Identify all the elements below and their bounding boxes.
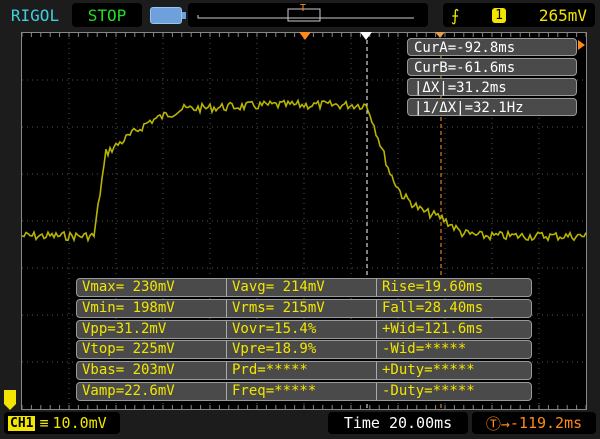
measurement: Vamp=22.6mV <box>77 382 227 400</box>
trigger-info[interactable]: ⨍ 1 265mV <box>443 3 595 27</box>
measurement: -Wid=***** <box>382 341 467 358</box>
trigger-level: 265mV <box>538 5 587 25</box>
memory-overview: T <box>188 3 428 27</box>
measurement: Vbas= 203mV <box>77 362 227 380</box>
measurement-row: Vamp=22.6mV Freq=***** -Duty=***** <box>76 381 532 401</box>
measurement: Rise=19.60ms <box>382 279 484 295</box>
delta-x-readout: |ΔX|=31.2ms <box>407 78 577 96</box>
battery-icon <box>150 7 186 24</box>
measurement-row: Vbas= 203mV Prd=***** +Duty=***** <box>76 361 532 381</box>
measurement: Vpp=31.2mV <box>77 320 227 338</box>
measurement: Fall=28.40ms <box>382 299 484 316</box>
measurement-row: Vmax= 230mV Vavg= 214mV Rise=19.60ms <box>76 278 532 297</box>
measurement: +Wid=121.6ms <box>382 320 484 337</box>
channel-1-settings[interactable]: CH1 ≡ 10.0mV <box>4 412 120 434</box>
measurement: Vrms= 215mV <box>227 299 377 317</box>
rising-edge-icon: ⨍ <box>451 5 460 25</box>
waveform-trace <box>22 98 587 243</box>
cursor-b-readout: CurB=-61.6ms <box>407 58 577 76</box>
dc-coupling-icon: ≡ <box>39 414 49 432</box>
measurement-table: Vmax= 230mV Vavg= 214mV Rise=19.60ms Vmin=… <box>76 278 532 403</box>
memory-waveform-icon: T <box>197 3 414 22</box>
vertical-scale: 10.0mV <box>52 414 107 432</box>
trigger-offset-icon: Ⓣ→ <box>485 414 510 433</box>
measurement: +Duty=***** <box>382 362 475 379</box>
run-status[interactable]: STOP <box>72 3 142 27</box>
svg-text:T: T <box>300 3 306 14</box>
channel-label: CH1 <box>8 415 36 431</box>
inv-delta-x-readout: |1/ΔX|=32.1Hz <box>407 98 577 116</box>
measurement: Vavg= 214mV <box>227 279 377 296</box>
measurement-row: Vmin= 198mV Vrms= 215mV Fall=28.40ms <box>76 298 532 318</box>
measurement: -Duty=***** <box>382 382 475 399</box>
measurement: Vmin= 198mV <box>77 299 227 317</box>
measurement: Prd=***** <box>227 362 377 380</box>
measurement: Vtop= 225mV <box>77 341 227 359</box>
trigger-offset-value: -119.2ms <box>509 414 583 432</box>
measurement: Vovr=15.4% <box>227 320 377 338</box>
measurement: Freq=***** <box>227 382 377 400</box>
measurement: Vpre=18.9% <box>227 341 377 359</box>
channel-offset-marker[interactable] <box>4 390 16 410</box>
trigger-offset[interactable]: Ⓣ→ -119.2ms <box>472 412 596 434</box>
measurement-row: Vpp=31.2mV Vovr=15.4% +Wid=121.6ms <box>76 319 532 339</box>
brand-logo: RIGOL <box>10 5 60 25</box>
cursor-a-readout: CurA=-92.8ms <box>407 38 577 56</box>
timebase[interactable]: Time 20.00ms <box>328 412 468 434</box>
trigger-source-badge: 1 <box>492 7 506 23</box>
measurement-row: Vtop= 225mV Vpre=18.9% -Wid=***** <box>76 340 532 360</box>
measurement: Vmax= 230mV <box>77 279 227 296</box>
